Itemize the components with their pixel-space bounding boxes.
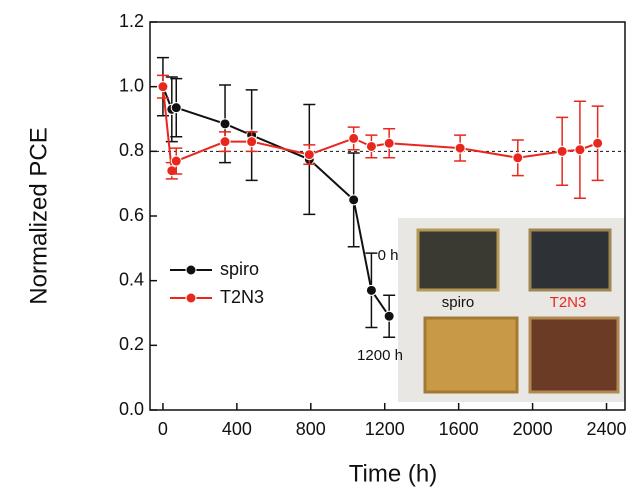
x-tick-label: 400	[222, 419, 252, 439]
device-photo	[528, 316, 620, 394]
x-tick-label: 2400	[586, 419, 626, 439]
device-photo	[416, 228, 500, 292]
legend-marker	[185, 264, 197, 276]
legend-marker	[185, 292, 197, 304]
inset-row-label: 1200 h	[357, 347, 403, 364]
x-tick-label: 800	[296, 419, 326, 439]
data-point	[556, 145, 568, 157]
series-line	[161, 86, 598, 175]
data-point	[170, 102, 182, 114]
data-point	[303, 149, 315, 161]
x-tick-label: 2000	[513, 419, 553, 439]
y-tick-label: 0.0	[119, 399, 144, 419]
data-point	[383, 137, 395, 149]
device-photo	[528, 228, 612, 292]
x-axis-title: Time (h)	[349, 460, 437, 487]
y-tick-label: 0.6	[119, 205, 144, 225]
data-point	[383, 310, 395, 322]
data-point	[219, 136, 231, 148]
data-point	[512, 152, 524, 164]
legend-label: T2N3	[220, 287, 264, 307]
y-tick-label: 0.4	[119, 269, 144, 289]
data-point	[365, 284, 377, 296]
data-point	[170, 155, 182, 167]
y-tick-label: 0.2	[119, 334, 144, 354]
x-tick-label: 0	[158, 419, 168, 439]
y-tick-label: 1.0	[119, 75, 144, 95]
data-point	[454, 142, 466, 154]
inset-column-label: spiro	[442, 294, 475, 311]
y-tick-label: 1.2	[119, 11, 144, 31]
data-point	[157, 81, 169, 93]
data-point	[219, 118, 231, 130]
data-point	[348, 194, 360, 206]
plot-frame	[149, 21, 626, 411]
y-tick-label: 0.8	[119, 140, 144, 160]
inset-row-label: 0 h	[378, 247, 399, 264]
inset-column-label: T2N3	[550, 294, 587, 311]
data-point	[592, 137, 604, 149]
data-point	[574, 144, 586, 156]
data-point	[246, 136, 258, 148]
x-tick-label: 1600	[439, 419, 479, 439]
data-point	[365, 140, 377, 152]
x-tick-label: 1200	[365, 419, 405, 439]
data-point	[348, 132, 360, 144]
legend-label: spiro	[220, 259, 259, 279]
y-axis-title: Normalized PCE	[25, 127, 52, 304]
device-photo	[423, 316, 519, 394]
